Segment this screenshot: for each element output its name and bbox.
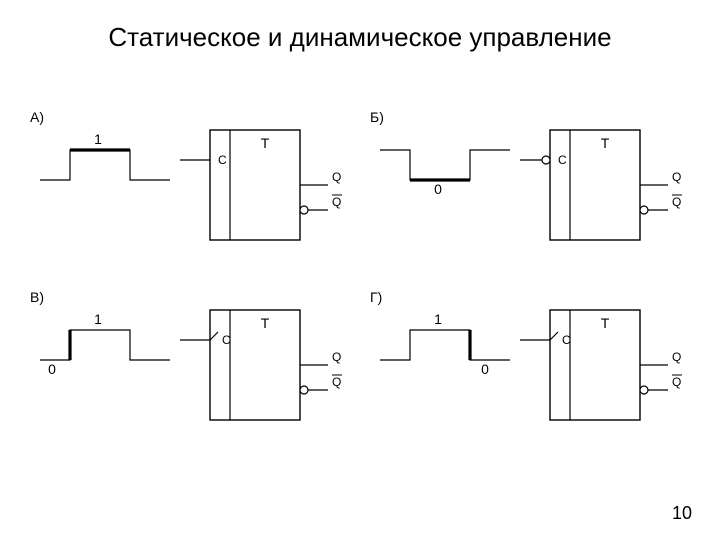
cell-A: А) 1 С Т QQ xyxy=(30,109,342,240)
svg-text:1: 1 xyxy=(94,311,102,327)
cell-B: Б) 0 С Т QQ xyxy=(370,109,682,240)
svg-text:Т: Т xyxy=(601,315,610,331)
svg-text:С: С xyxy=(562,333,571,347)
svg-text:Q: Q xyxy=(672,375,681,389)
svg-text:С: С xyxy=(222,333,231,347)
svg-text:Т: Т xyxy=(261,315,270,331)
svg-text:Q: Q xyxy=(332,375,341,389)
svg-text:1: 1 xyxy=(94,131,102,147)
cell-G: Г) 1 0 С Т QQ xyxy=(370,289,682,420)
svg-text:Т: Т xyxy=(601,135,610,151)
svg-text:0: 0 xyxy=(434,181,442,197)
cell-V: В) 1 0 С Т QQ xyxy=(30,289,342,420)
svg-text:Q: Q xyxy=(332,195,341,209)
svg-text:В): В) xyxy=(30,289,44,305)
diagram-canvas: А)1СТQQБ)0СТQQВ)10СТQQГ)10СТQQ xyxy=(0,0,720,540)
svg-text:Q: Q xyxy=(672,350,681,364)
svg-text:Г): Г) xyxy=(370,289,382,305)
svg-text:1: 1 xyxy=(434,311,442,327)
svg-text:Q: Q xyxy=(672,195,681,209)
svg-text:А): А) xyxy=(30,109,44,125)
svg-text:Б): Б) xyxy=(370,109,384,125)
svg-text:Т: Т xyxy=(261,135,270,151)
svg-text:Q: Q xyxy=(332,170,341,184)
svg-text:Q: Q xyxy=(332,350,341,364)
svg-text:Q: Q xyxy=(672,170,681,184)
svg-text:0: 0 xyxy=(48,361,56,377)
svg-text:С: С xyxy=(558,153,567,167)
svg-text:С: С xyxy=(218,153,227,167)
page-number: 10 xyxy=(672,503,692,524)
slide-title: Статическое и динамическое управление xyxy=(0,22,720,53)
svg-text:0: 0 xyxy=(481,361,489,377)
